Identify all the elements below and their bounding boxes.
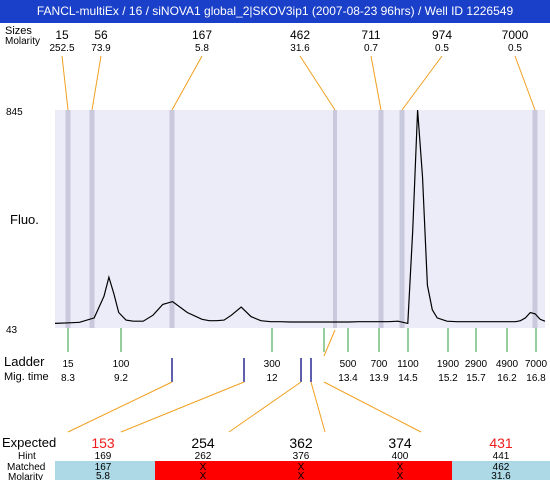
window-title: FANCL-multiEx / 16 / siNOVA1 global_2|SK… bbox=[0, 0, 550, 23]
y-axis-label: Fluo. bbox=[10, 212, 39, 227]
ladder-size-label: 700 bbox=[371, 359, 388, 370]
expected-value: 254 bbox=[191, 435, 215, 451]
peak-size-label: 167 bbox=[192, 28, 212, 42]
peak-connector bbox=[401, 55, 443, 111]
peak-connector bbox=[370, 55, 382, 111]
peak-band bbox=[89, 110, 95, 328]
ladder-size-label: 15 bbox=[62, 359, 74, 370]
expected-connector bbox=[120, 381, 245, 433]
expected-row-label: Expected bbox=[2, 435, 56, 450]
peak-band bbox=[378, 110, 384, 328]
matched-value: X bbox=[298, 462, 305, 473]
ladder-size-label: 2900 bbox=[465, 359, 488, 370]
y-max-tick: 845 bbox=[6, 107, 23, 118]
matched-value: X bbox=[397, 462, 404, 473]
ladder-time-label: 9.2 bbox=[114, 373, 128, 384]
peak-size-label: 974 bbox=[432, 28, 452, 42]
peak-molarity-label: 0.7 bbox=[364, 43, 378, 54]
expected-connector bbox=[310, 381, 326, 433]
peak-connector bbox=[514, 55, 536, 111]
expected-value: 374 bbox=[388, 435, 412, 451]
peak-band bbox=[532, 110, 538, 328]
molarity-value: X bbox=[200, 471, 207, 480]
ladder-size-label: 500 bbox=[340, 359, 357, 370]
ladder-size-label: 100 bbox=[113, 359, 130, 370]
hint-row-label: Hint bbox=[18, 451, 36, 462]
matched-value: X bbox=[200, 462, 207, 473]
ladder-label: Ladder bbox=[4, 354, 45, 369]
ladder-size-label: 1100 bbox=[397, 359, 419, 370]
peak-connector bbox=[299, 55, 336, 111]
ladder-time-label: 13.4 bbox=[338, 373, 358, 384]
peak-size-label: 7000 bbox=[502, 28, 529, 42]
peak-band bbox=[169, 110, 175, 328]
ladder-size-label: 300 bbox=[264, 359, 281, 370]
expected-connector bbox=[323, 381, 422, 433]
ladder-time-label: 15.7 bbox=[466, 373, 486, 384]
expected-connector bbox=[67, 381, 173, 433]
molarity-row-label: Molarity bbox=[5, 36, 40, 47]
molarity-value: X bbox=[298, 471, 305, 480]
matched-value: 167 bbox=[95, 462, 112, 473]
hint-value: 262 bbox=[195, 451, 212, 462]
molarity-value: 5.8 bbox=[96, 471, 110, 480]
peak-molarity-label: 73.9 bbox=[91, 43, 111, 54]
hint-value: 376 bbox=[293, 451, 310, 462]
peak-band bbox=[333, 110, 337, 328]
peak-connector bbox=[91, 55, 102, 111]
peak-connector bbox=[171, 55, 203, 111]
expected-value: 431 bbox=[489, 435, 513, 451]
ladder-time-label: 14.5 bbox=[398, 373, 418, 384]
peak-band bbox=[399, 110, 405, 328]
molarity-value: X bbox=[397, 471, 404, 480]
peak-size-label: 56 bbox=[94, 28, 108, 42]
peak-connector bbox=[61, 55, 69, 111]
ladder-size-label: 1900 bbox=[437, 359, 460, 370]
peak-molarity-label: 0.5 bbox=[508, 43, 522, 54]
peak-molarity-label: 5.8 bbox=[195, 43, 209, 54]
expected-connector bbox=[228, 381, 302, 433]
sizes-row-label: Sizes bbox=[5, 25, 32, 37]
matched-cell-bg bbox=[155, 461, 250, 480]
molarity-value: 31.6 bbox=[491, 471, 511, 480]
peak-size-label: 462 bbox=[290, 28, 310, 42]
ladder-size-label: 4900 bbox=[496, 359, 519, 370]
mig-time-label: Mig. time bbox=[4, 371, 49, 383]
expected-value: 153 bbox=[91, 435, 115, 451]
matched-cell-bg bbox=[55, 461, 155, 480]
ladder-time-label: 15.2 bbox=[438, 373, 458, 384]
peak-size-label: 15 bbox=[55, 28, 69, 42]
matched-row-label: Matched bbox=[7, 462, 45, 473]
expected-value: 362 bbox=[289, 435, 313, 451]
fluorescence-trace bbox=[54, 109, 546, 325]
hint-value: 441 bbox=[493, 451, 510, 462]
peak-to-ladder-connector bbox=[323, 329, 336, 357]
matched-cell-bg bbox=[250, 461, 350, 480]
matched-cell-bg bbox=[350, 461, 452, 480]
ladder-time-label: 13.9 bbox=[369, 373, 389, 384]
ladder-time-label: 8.3 bbox=[61, 373, 75, 384]
ladder-time-label: 16.2 bbox=[497, 373, 517, 384]
matched-cell-bg bbox=[452, 461, 550, 480]
molarity-label: Molarity bbox=[8, 472, 43, 480]
ladder-time-label: 12 bbox=[266, 373, 278, 384]
hint-value: 400 bbox=[392, 451, 409, 462]
y-min-tick: 43 bbox=[6, 325, 18, 336]
peak-size-label: 711 bbox=[361, 28, 380, 42]
peak-molarity-label: 31.6 bbox=[290, 43, 310, 54]
ladder-time-label: 16.8 bbox=[526, 373, 546, 384]
ladder-size-label: 7000 bbox=[525, 359, 548, 370]
matched-value: 462 bbox=[493, 462, 510, 473]
hint-value: 169 bbox=[95, 451, 112, 462]
plot-area bbox=[55, 110, 545, 328]
peak-molarity-label: 252.5 bbox=[49, 43, 74, 54]
peak-band bbox=[65, 110, 71, 328]
peak-molarity-label: 0.5 bbox=[435, 43, 449, 54]
